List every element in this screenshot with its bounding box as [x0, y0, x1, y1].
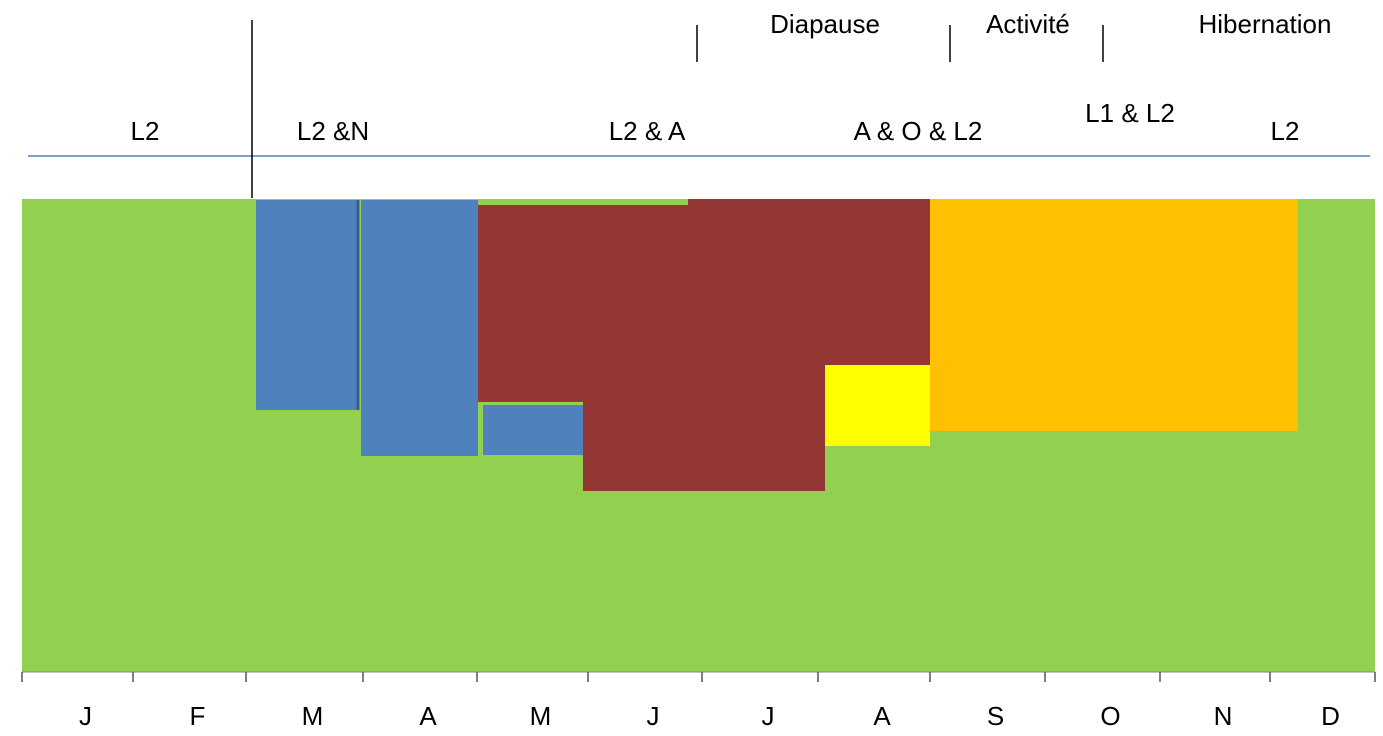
month-label: F — [190, 701, 206, 731]
month-label: M — [530, 701, 552, 731]
yellow-zone — [825, 365, 930, 446]
month-label: O — [1100, 701, 1120, 731]
blue-zone — [361, 200, 478, 456]
month-label: D — [1321, 701, 1340, 731]
month-label: S — [987, 701, 1004, 731]
stage-label: A & O & L2 — [854, 116, 983, 146]
month-label: J — [79, 701, 92, 731]
stage-label: L2 — [1271, 116, 1300, 146]
month-label: A — [873, 701, 891, 731]
stage-label: L1 & L2 — [1085, 98, 1175, 128]
red-zone — [478, 199, 930, 491]
stage-label: L2 — [131, 116, 160, 146]
month-label: M — [302, 701, 324, 731]
blue-zone — [483, 405, 583, 455]
axis-ticks — [21, 672, 1376, 682]
stage-label: L2 & A — [609, 116, 686, 146]
month-label: A — [419, 701, 437, 731]
phase-label: Activité — [986, 9, 1070, 39]
month-label: N — [1214, 701, 1233, 731]
month-label: J — [762, 701, 775, 731]
blue-zone — [256, 200, 358, 410]
phase-label: Hibernation — [1199, 9, 1332, 39]
month-label: J — [647, 701, 660, 731]
orange-zone — [930, 199, 1298, 431]
phase-label: Diapause — [770, 9, 880, 39]
stage-label: L2 &N — [297, 116, 369, 146]
